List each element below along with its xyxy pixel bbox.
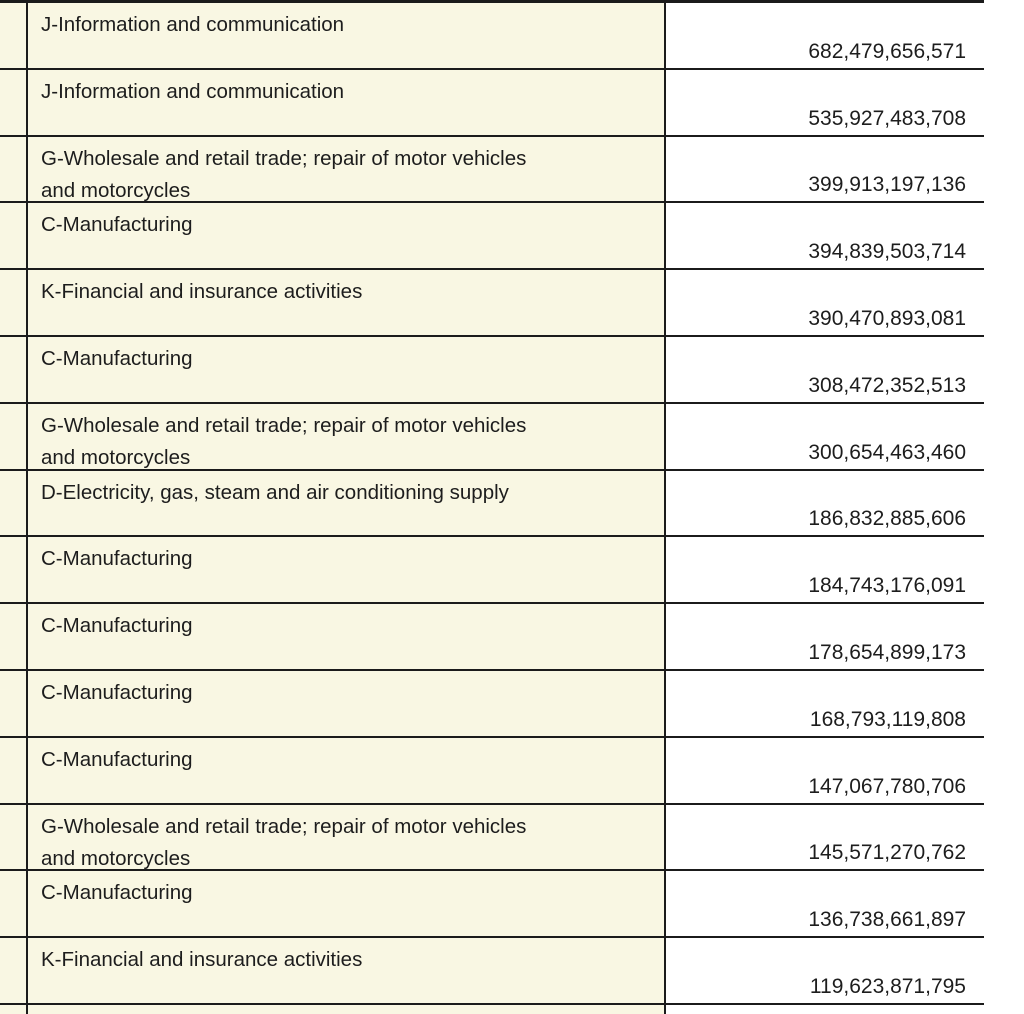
rank-cell <box>0 871 28 937</box>
category-cell: J-Information and communication <box>28 3 666 68</box>
value-text: 147,067,780,706 <box>808 774 966 798</box>
value-text: 136,738,661,897 <box>808 908 966 932</box>
value-cell: 390,470,893,081 <box>666 270 984 335</box>
value-text: 390,470,893,081 <box>808 306 966 330</box>
value-cell: 308,472,352,513 <box>666 336 984 402</box>
category-cell: J-Information and communication <box>28 69 666 135</box>
value-cell: 178,654,899,173 <box>666 604 984 669</box>
category-cell: C-Manufacturing <box>28 670 666 736</box>
value-cell: 145,571,270,762 <box>666 804 984 870</box>
category-cell: G-Wholesale and retail trade; repair of … <box>28 136 666 202</box>
rank-cell <box>0 69 28 135</box>
category-cell: K-Financial and insurance activities <box>28 938 666 1003</box>
rank-cell <box>0 136 28 202</box>
rank-cell <box>0 1004 28 1014</box>
rank-cell <box>0 203 28 269</box>
table-row: C-Manufacturing 136,738,661,897 <box>0 871 984 939</box>
table-row: J-Information and communication 682,479,… <box>0 3 984 70</box>
rank-cell <box>0 470 28 536</box>
rank-cell <box>0 403 28 469</box>
table-row: G-Wholesale and retail trade; repair of … <box>0 804 984 872</box>
value-cell: 184,743,176,091 <box>666 537 984 603</box>
table-row: G-Wholesale and retail trade; repair of … <box>0 136 984 204</box>
value-cell: 136,738,661,897 <box>666 871 984 937</box>
category-cell: C-Manufacturing <box>28 604 666 669</box>
rank-cell <box>0 270 28 335</box>
value-cell: 682,479,656,571 <box>666 3 984 68</box>
table-row: J-Information and communication 535,927,… <box>0 69 984 137</box>
category-cell: K-Financial and insurance activities <box>28 270 666 335</box>
category-cell: D-Electricity, gas, steam and air condit… <box>28 470 666 536</box>
value-cell: 399,913,197,136 <box>666 136 984 202</box>
table-row: C-Manufacturing 394,839,503,714 <box>0 203 984 271</box>
rank-cell <box>0 938 28 1003</box>
industry-values-table: J-Information and communication 682,479,… <box>0 0 984 1014</box>
category-cell: G-Wholesale and retail trade; repair of … <box>28 1004 666 1014</box>
category-cell: C-Manufacturing <box>28 537 666 603</box>
value-text: 535,927,483,708 <box>808 106 966 130</box>
value-cell: 119,623,871,795 <box>666 938 984 1003</box>
value-text: 186,832,885,606 <box>808 507 966 531</box>
value-text: 308,472,352,513 <box>808 373 966 397</box>
rank-cell <box>0 3 28 68</box>
category-cell: C-Manufacturing <box>28 336 666 402</box>
value-text: 178,654,899,173 <box>808 640 966 664</box>
table-row: C-Manufacturing 178,654,899,173 <box>0 604 984 671</box>
value-text: 300,654,463,460 <box>808 440 966 464</box>
rank-cell <box>0 336 28 402</box>
value-cell: 147,067,780,706 <box>666 737 984 803</box>
table-row: C-Manufacturing 308,472,352,513 <box>0 336 984 404</box>
value-cell: 186,832,885,606 <box>666 470 984 536</box>
value-text: 682,479,656,571 <box>808 39 966 63</box>
table-row: K-Financial and insurance activities 119… <box>0 938 984 1005</box>
rank-cell <box>0 670 28 736</box>
category-cell: G-Wholesale and retail trade; repair of … <box>28 804 666 870</box>
table-row: K-Financial and insurance activities 390… <box>0 270 984 337</box>
category-cell: C-Manufacturing <box>28 871 666 937</box>
value-cell <box>666 1004 984 1014</box>
table-row: C-Manufacturing 168,793,119,808 <box>0 670 984 738</box>
category-cell: G-Wholesale and retail trade; repair of … <box>28 403 666 469</box>
category-cell: C-Manufacturing <box>28 203 666 269</box>
table-row: C-Manufacturing 184,743,176,091 <box>0 537 984 605</box>
value-text: 168,793,119,808 <box>809 707 966 731</box>
rank-cell <box>0 804 28 870</box>
value-text: 399,913,197,136 <box>808 173 966 197</box>
table-row: G-Wholesale and retail trade; repair of … <box>0 403 984 471</box>
value-cell: 394,839,503,714 <box>666 203 984 269</box>
value-cell: 535,927,483,708 <box>666 69 984 135</box>
value-cell: 168,793,119,808 <box>666 670 984 736</box>
value-text: 145,571,270,762 <box>808 841 966 865</box>
rank-cell <box>0 737 28 803</box>
value-cell: 300,654,463,460 <box>666 403 984 469</box>
value-text: 119,623,871,795 <box>809 974 966 998</box>
table-row: C-Manufacturing 147,067,780,706 <box>0 737 984 805</box>
category-cell: C-Manufacturing <box>28 737 666 803</box>
value-text: 184,743,176,091 <box>808 574 966 598</box>
value-text: 394,839,503,714 <box>808 240 966 264</box>
rank-cell <box>0 604 28 669</box>
table-row: G-Wholesale and retail trade; repair of … <box>0 1004 984 1014</box>
table-row: D-Electricity, gas, steam and air condit… <box>0 470 984 538</box>
rank-cell <box>0 537 28 603</box>
